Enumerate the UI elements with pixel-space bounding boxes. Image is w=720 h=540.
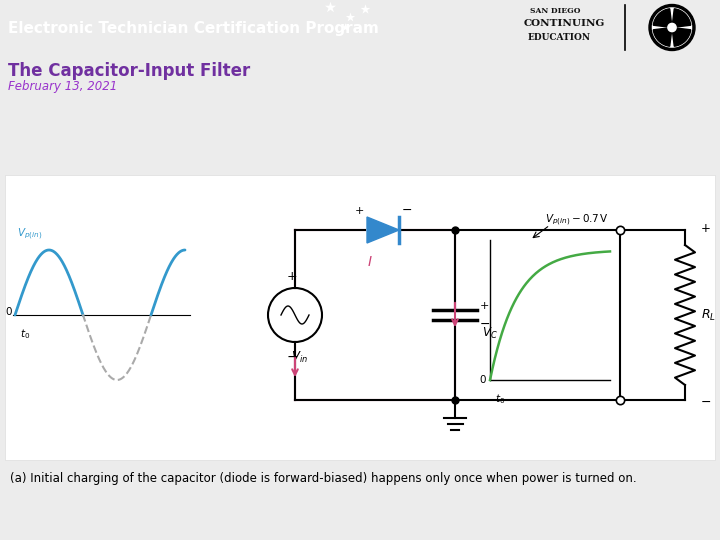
Text: 0: 0 xyxy=(480,375,486,385)
Text: −: − xyxy=(480,318,490,330)
Point xyxy=(344,12,356,21)
Text: +: + xyxy=(701,221,711,234)
Wedge shape xyxy=(672,9,690,28)
Circle shape xyxy=(652,8,691,47)
Point xyxy=(339,23,351,31)
Text: 0: 0 xyxy=(6,307,12,317)
Point xyxy=(324,3,336,11)
Text: $V_C$: $V_C$ xyxy=(482,326,498,341)
Text: −: − xyxy=(286,350,298,364)
Text: +: + xyxy=(480,301,490,311)
Wedge shape xyxy=(672,28,690,46)
Text: $V_{in}$: $V_{in}$ xyxy=(290,350,307,365)
Text: +: + xyxy=(287,270,297,283)
Text: $t_0$: $t_0$ xyxy=(20,327,30,341)
Text: The Capacitor-Input Filter: The Capacitor-Input Filter xyxy=(8,62,251,80)
Text: −: − xyxy=(402,204,413,217)
Text: SAN DIEGO: SAN DIEGO xyxy=(530,7,580,15)
Text: $R_L$: $R_L$ xyxy=(701,307,716,322)
Bar xyxy=(5,175,715,460)
Text: CONTINUING: CONTINUING xyxy=(524,19,606,29)
Text: Electronic Technician Certification Program: Electronic Technician Certification Prog… xyxy=(8,21,379,36)
Text: (a) Initial charging of the capacitor (diode is forward-biased) happens only onc: (a) Initial charging of the capacitor (d… xyxy=(10,472,636,485)
Text: +: + xyxy=(354,206,364,216)
Polygon shape xyxy=(367,217,399,243)
Text: $I$: $I$ xyxy=(367,255,373,269)
Text: −: − xyxy=(701,395,711,408)
Circle shape xyxy=(649,4,695,51)
Text: February 13, 2021: February 13, 2021 xyxy=(8,80,117,93)
Wedge shape xyxy=(653,9,672,28)
Circle shape xyxy=(668,23,676,32)
Text: EDUCATION: EDUCATION xyxy=(528,33,591,43)
Wedge shape xyxy=(653,28,672,46)
Text: $V_{p(in)}$: $V_{p(in)}$ xyxy=(17,227,42,242)
Text: $t_0$: $t_0$ xyxy=(495,392,505,406)
Text: $V_{p(in)} - 0.7\,\mathrm{V}$: $V_{p(in)} - 0.7\,\mathrm{V}$ xyxy=(545,212,608,228)
Point xyxy=(359,5,371,14)
